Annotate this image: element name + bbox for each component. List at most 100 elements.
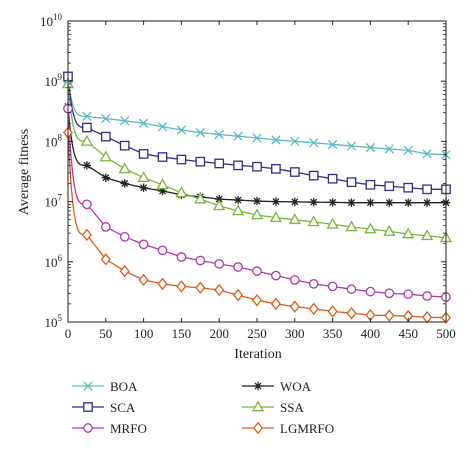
data-point <box>384 181 395 192</box>
data-point <box>307 215 320 227</box>
data-point <box>195 156 206 167</box>
data-point <box>82 111 92 122</box>
data-point <box>233 262 243 272</box>
y-tick-label: 105 <box>45 313 63 330</box>
legend-item-mrfo: MRFO <box>72 421 147 436</box>
data-point <box>308 279 319 289</box>
legend-marker <box>251 400 265 412</box>
data-point <box>213 199 226 211</box>
data-point <box>327 173 338 184</box>
data-point <box>233 131 243 141</box>
legend-marker <box>253 381 263 391</box>
data-point <box>214 259 225 269</box>
data-point <box>289 167 300 177</box>
data-point <box>364 222 377 234</box>
legend-marker <box>83 423 93 433</box>
y-tick-label: 108 <box>45 132 63 149</box>
data-point <box>82 199 92 210</box>
legend-item-boa: BOA <box>72 379 138 394</box>
data-point <box>82 161 92 170</box>
data-point <box>120 179 129 188</box>
data-point <box>252 133 262 143</box>
axes: 0 50 100 150 200 250 300 350 400 450 500 105 106 107 1… <box>40 12 456 341</box>
data-point <box>138 273 149 287</box>
data-point <box>100 131 111 142</box>
data-point <box>366 198 375 207</box>
data-point <box>195 255 206 266</box>
data-point <box>231 204 245 216</box>
data-point <box>118 162 131 174</box>
data-point <box>233 195 243 205</box>
x-tick-label: 250 <box>247 326 267 341</box>
data-point <box>195 127 205 138</box>
data-point <box>157 122 168 132</box>
data-point <box>252 196 262 206</box>
data-point <box>138 239 149 250</box>
data-point <box>120 116 130 126</box>
data-point <box>100 253 111 266</box>
data-point <box>328 198 337 207</box>
data-point <box>175 186 188 198</box>
data-point <box>402 227 415 239</box>
legend-marker <box>252 421 264 435</box>
data-point <box>290 136 300 147</box>
data-point <box>214 129 224 140</box>
data-point <box>422 198 432 207</box>
data-point <box>176 154 187 165</box>
series-ssa <box>61 77 453 243</box>
legend-label: MRFO <box>110 421 147 436</box>
data-point <box>176 280 187 293</box>
y-tick-label: 1010 <box>40 12 63 29</box>
data-point <box>119 231 130 242</box>
y-axis-label: Average fitness <box>17 129 32 215</box>
data-point <box>101 173 110 182</box>
data-point <box>157 277 168 291</box>
x-tick-label: 450 <box>398 326 418 341</box>
x-tick-label: 350 <box>323 326 343 341</box>
data-point <box>422 310 433 324</box>
x-tick-label: 300 <box>285 326 305 341</box>
data-point <box>138 149 149 159</box>
data-point <box>403 289 414 300</box>
x-tick-label: 150 <box>172 326 192 341</box>
x-tick-label: 400 <box>361 326 381 341</box>
data-point <box>327 139 338 150</box>
legend-item-sca: SCA <box>72 400 136 415</box>
data-point <box>309 138 319 148</box>
data-point <box>384 144 394 154</box>
data-point <box>290 197 299 207</box>
data-point <box>82 122 92 133</box>
data-point <box>271 270 281 281</box>
legend-marker <box>83 402 93 412</box>
data-point <box>289 300 300 313</box>
data-point <box>383 224 396 236</box>
series-boa <box>63 74 451 160</box>
data-point <box>138 118 149 128</box>
data-point <box>403 182 414 193</box>
data-point <box>269 211 283 223</box>
data-point <box>309 197 318 207</box>
data-point <box>365 179 376 190</box>
data-point <box>157 152 168 162</box>
data-point <box>252 161 262 172</box>
data-point <box>139 183 148 192</box>
x-tick-label: 100 <box>134 326 154 341</box>
data-point <box>326 217 339 229</box>
data-point <box>215 194 224 204</box>
data-point <box>346 284 357 295</box>
data-point <box>365 286 376 297</box>
legend-marker <box>83 381 93 391</box>
data-point <box>384 309 395 322</box>
data-point <box>194 192 207 204</box>
data-point <box>137 171 150 182</box>
x-tick-label: 50 <box>99 326 112 341</box>
data-point <box>327 305 338 318</box>
data-point <box>176 252 187 262</box>
data-point <box>270 297 281 311</box>
y-tick-label: 107 <box>45 193 63 210</box>
legend-label: BOA <box>110 379 138 394</box>
data-point <box>250 208 264 220</box>
legend-label: SSA <box>280 400 304 415</box>
data-point <box>345 220 358 232</box>
